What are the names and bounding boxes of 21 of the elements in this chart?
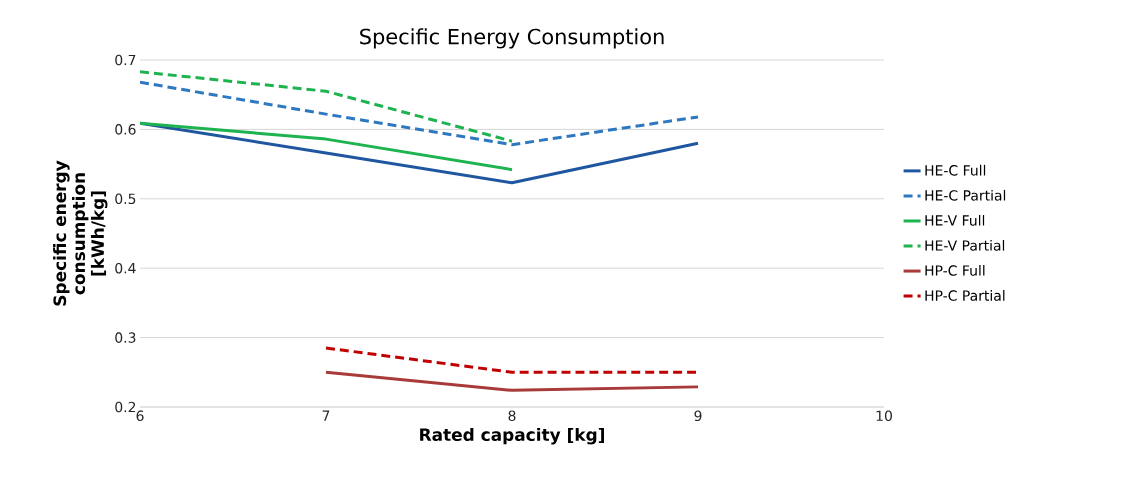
legend-label: HE-V Partial [925, 239, 1005, 251]
legend-label: HP-C Partial [925, 290, 1005, 301]
y-tick-label: 0.7 [115, 54, 136, 66]
chart-title: Specific Energy Consumption [360, 28, 664, 49]
legend-label: HE-V Full [925, 214, 985, 226]
legend-label: HP-C Full [925, 265, 985, 276]
x-tick-label: 10 [876, 410, 892, 422]
legend-label: HE-C Full [925, 164, 986, 176]
x-tick-label: 9 [694, 410, 702, 422]
y-tick-label: 0.3 [115, 332, 136, 343]
line-series [140, 80, 700, 147]
y-axis-title: Specific energy consumption [kWh/kg] [53, 160, 108, 306]
x-axis-title: Rated capacity [kg] [420, 427, 604, 445]
x-tick-label: 6 [136, 410, 144, 422]
x-tick-label: 7 [322, 410, 330, 421]
y-tick-label: 0.6 [115, 124, 136, 135]
y-tick-label: 0.5 [115, 193, 136, 205]
y-tick-label: 0.2 [115, 401, 136, 413]
y-tick-label: 0.4 [115, 262, 136, 274]
x-tick-label: 8 [508, 410, 516, 422]
legend-label: HE-C Partial [925, 189, 1006, 201]
